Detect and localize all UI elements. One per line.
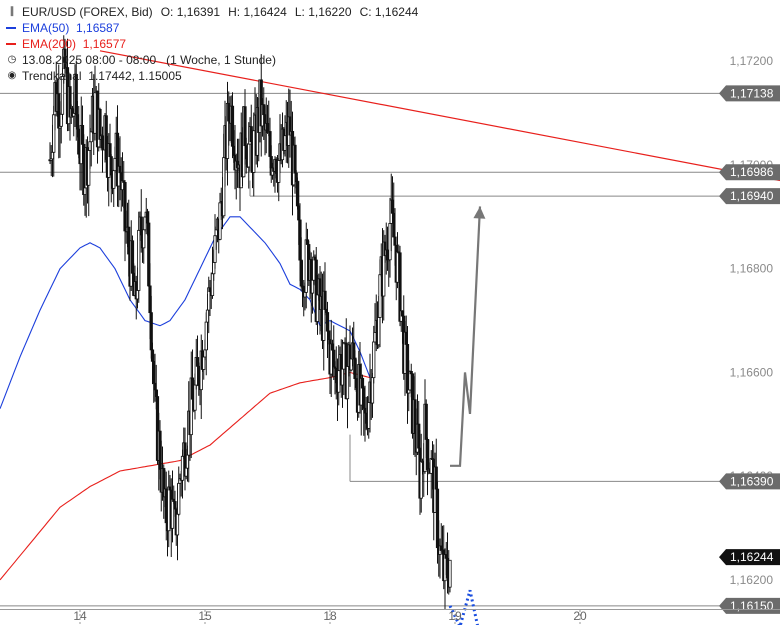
candle-body xyxy=(424,403,428,440)
y-tick-label: 1,16200 xyxy=(730,573,774,587)
price-tag: 1,16940 xyxy=(719,188,780,205)
legend-ema200-row[interactable]: EMA(200) 1,16577 xyxy=(6,36,418,52)
high-key: H: xyxy=(228,5,241,19)
legend-date-row: ◷ 13.08.2025 08:00 - 08:00 (1 Woche, 1 S… xyxy=(6,52,418,68)
y-tick-label: 1,16800 xyxy=(730,262,774,276)
ema200-value: 1,16577 xyxy=(82,37,127,51)
candle-body xyxy=(167,486,171,532)
low-value: 1,16220 xyxy=(308,5,352,19)
legend-symbol-row: ∥ EUR/USD (FOREX, Bid) O: 1,16391 H: 1,1… xyxy=(6,4,419,20)
trendkanal-values: 1.17442, 1.15005 xyxy=(88,69,182,83)
ema200-swatch xyxy=(6,43,16,45)
projection-down-path xyxy=(448,589,479,625)
price-tag-box xyxy=(719,164,780,181)
price-tag: 1,16150 xyxy=(719,597,780,614)
candle-body xyxy=(372,341,376,379)
price-tag: 1,16390 xyxy=(719,473,780,490)
x-axis: 14 15 18 19 20 xyxy=(0,609,780,625)
ema50-line xyxy=(0,216,371,409)
price-tag-box xyxy=(719,188,780,205)
candle-body xyxy=(180,455,185,481)
candle-body xyxy=(448,559,452,588)
x-tick-label: 18 xyxy=(323,609,337,623)
price-tag-label: 1,16940 xyxy=(730,189,774,203)
target-icon: ◉ xyxy=(7,70,17,81)
candles xyxy=(48,35,452,610)
chart-legend: ∥ EUR/USD (FOREX, Bid) O: 1,16391 H: 1,1… xyxy=(6,4,418,84)
price-tag-box xyxy=(719,473,780,490)
x-tick-label: 19 xyxy=(448,609,462,623)
price-tag-label: 1,17138 xyxy=(730,86,774,100)
ema50-swatch xyxy=(6,27,16,29)
trendkanal-label: Trendkanal xyxy=(22,69,82,83)
projection-paths xyxy=(448,206,486,625)
price-tag-box xyxy=(719,85,780,102)
price-tag-box xyxy=(719,549,780,566)
x-tick-label: 20 xyxy=(573,609,587,623)
y-tick-label: 1,17200 xyxy=(730,54,774,68)
price-tag: 1,17138 xyxy=(719,85,780,102)
candle-body xyxy=(323,290,327,310)
y-tick-label: 1,16600 xyxy=(730,365,774,379)
low-key: L: xyxy=(294,5,305,19)
symbol-label: EUR/USD (FOREX, Bid) xyxy=(22,5,153,19)
price-tag-label: 1,16986 xyxy=(730,165,774,179)
high-value: 1,16424 xyxy=(243,5,287,19)
candle-body xyxy=(142,229,146,249)
open-key: O: xyxy=(160,5,174,19)
x-tick-label: 14 xyxy=(73,609,87,623)
projection-arrowhead xyxy=(473,206,486,219)
close-key: C: xyxy=(359,5,372,19)
candle-body xyxy=(378,274,382,318)
price-tag-label: 1,16150 xyxy=(730,599,774,613)
candle-body xyxy=(109,156,113,176)
x-tick-label: 15 xyxy=(198,609,212,623)
ema200-label: EMA(200) xyxy=(22,37,77,51)
candle-body xyxy=(89,131,93,143)
candles-icon: ∥ xyxy=(9,6,15,17)
candle-body xyxy=(93,92,97,134)
trendline xyxy=(99,50,780,182)
ema50-value: 1,16587 xyxy=(76,21,120,35)
close-value: 1,16244 xyxy=(374,5,419,19)
price-tag: 1,16244 xyxy=(719,549,780,566)
candle-body xyxy=(393,236,397,246)
y-axis: 1,172001,170001,168001,166001,164001,162… xyxy=(730,54,774,587)
trendline-segment xyxy=(99,50,780,182)
price-tag-label: 1,16244 xyxy=(730,550,774,564)
legend-trendkanal-row[interactable]: ◉ Trendkanal 1.17442, 1.15005 xyxy=(6,68,418,84)
date-range: 13.08.2025 08:00 - 08:00 xyxy=(22,53,157,67)
price-tags: 1,17138 1,16986 1,16940 1,16390 1,16244 1,161… xyxy=(719,85,780,614)
period-label: (1 Woche, 1 Stunde) xyxy=(166,53,276,67)
candle-body xyxy=(342,342,346,370)
open-value: 1,16391 xyxy=(176,5,221,19)
candle-body xyxy=(175,513,180,536)
ema50-label: EMA(50) xyxy=(22,21,70,35)
legend-ema50-row[interactable]: EMA(50) 1,16587 xyxy=(6,20,418,36)
price-tag: 1,16986 xyxy=(719,164,780,181)
clock-icon: ◷ xyxy=(7,54,17,65)
price-tag-label: 1,16390 xyxy=(730,474,774,488)
candle-body xyxy=(293,144,297,174)
projection-up-path xyxy=(450,206,482,467)
ema50-path xyxy=(0,216,371,409)
